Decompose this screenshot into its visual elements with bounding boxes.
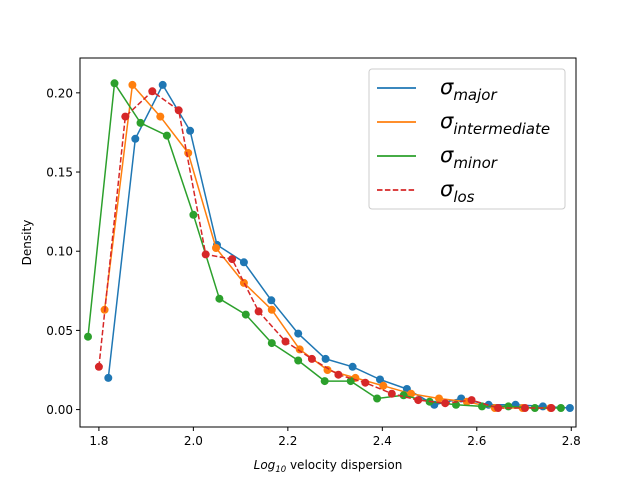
data-point-los [361,378,370,387]
data-point-los [387,389,396,398]
data-point-minor [241,310,250,319]
data-point-los [334,370,343,379]
data-point-minor [504,402,513,411]
data-point-minor [189,210,198,219]
data-point-major [104,373,113,382]
data-point-los [281,337,290,346]
data-point-major [186,126,195,135]
legend-label-minor: σminor [440,143,498,172]
x-tick-label: 1.8 [89,434,108,448]
data-point-intermediate [156,112,165,121]
series-line-los [98,90,552,409]
legend-label-subscript: major [453,86,497,104]
x-axis-label-main: Log [254,458,276,472]
legend-label-main: σ [440,109,454,133]
data-point-intermediate [239,278,248,287]
x-tick-label: 2.2 [278,434,297,448]
legend-label-subscript: minor [453,154,497,172]
x-axis-label-subscript: 10 [275,465,286,475]
data-point-intermediate [379,381,388,390]
data-point-intermediate [212,244,220,252]
data-point-los [201,250,210,259]
data-point-minor [215,294,224,303]
y-tick-label: 0.15 [46,166,73,180]
data-point-major [348,362,357,371]
data-point-intermediate [435,394,443,403]
x-tick-label: 2.8 [562,434,581,448]
data-point-intermediate [323,366,332,374]
x-axis-label-rest: velocity dispersion [286,458,402,472]
legend-label-major: σmajor [440,75,497,104]
data-point-minor [136,118,145,127]
series-los [94,87,556,412]
data-point-minor [84,332,92,341]
data-point-los [228,255,237,264]
y-axis: 0.00 0.05 0.10 0.15 0.20 [46,86,80,417]
legend-label-los: σlos [440,177,475,206]
data-point-major [538,402,547,411]
data-point-minor [320,377,329,386]
data-point-los [94,362,103,371]
x-axis-label: Log10 velocity dispersion [254,458,403,475]
legend-box [368,68,566,210]
legend-label-intermediate: σintermediate [440,109,550,138]
data-point-minor [373,394,382,403]
data-point-minor [110,79,119,88]
data-point-los [494,404,503,412]
legend-label-main: σ [440,143,454,167]
data-point-minor [294,356,303,365]
data-point-los [441,399,450,408]
data-point-intermediate [184,149,193,157]
data-point-los [254,307,263,316]
data-point-los [414,396,423,405]
data-point-los [121,112,130,121]
legend-label-main: σ [440,177,454,201]
data-point-intermediate [267,305,276,314]
data-point-los [174,106,183,115]
data-point-minor [556,404,565,412]
data-point-intermediate [407,389,416,398]
x-tick-label: 2.6 [467,434,486,448]
data-point-major [239,258,248,267]
data-point-intermediate [128,80,137,89]
series-minor [84,79,565,412]
data-point-los [307,354,316,363]
data-point-major [158,80,167,89]
data-point-major [131,134,140,143]
data-point-los [521,404,529,412]
series-layer [84,79,574,412]
data-point-minor [267,339,276,348]
data-point-major [321,354,330,363]
legend-label-main: σ [440,75,454,99]
data-point-los [148,87,157,96]
legend-label-subscript: intermediate [453,120,550,138]
y-tick-label: 0.00 [46,403,73,417]
data-point-major [565,404,574,412]
y-tick-label: 0.10 [46,245,73,259]
y-axis-label: Density [20,220,34,266]
data-point-major [294,329,303,338]
x-tick-label: 2.4 [373,434,392,448]
legend-label-subscript: los [453,188,474,206]
data-point-major [376,375,384,384]
x-axis: 1.8 2.0 2.2 2.4 2.6 2.8 [89,427,581,448]
plot-frame [79,57,577,428]
data-point-minor [346,377,355,386]
data-point-los [467,396,476,405]
data-point-los [547,404,556,412]
y-tick-label: 0.05 [46,324,73,338]
data-point-minor [162,131,171,140]
y-tick-label: 0.20 [46,86,73,100]
data-point-major [267,296,276,305]
x-tick-label: 2.0 [184,434,203,448]
